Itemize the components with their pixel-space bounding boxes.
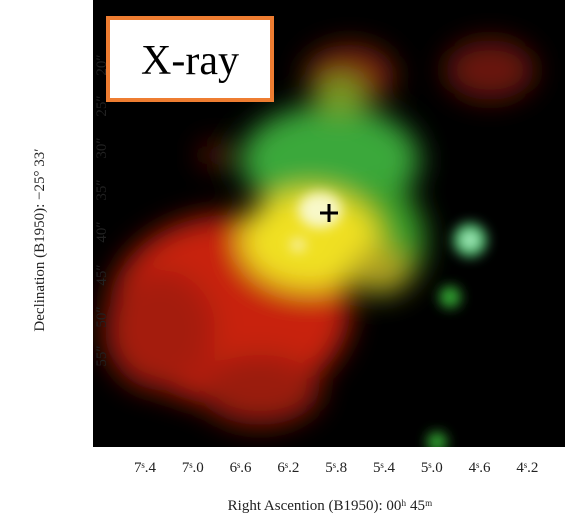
x-tick-label: 6ˢ.2 [277, 460, 299, 476]
x-tick-label: 5ˢ.4 [373, 460, 395, 476]
y-tick-label: 25″ [94, 95, 110, 116]
x-tick-label: 5ˢ.8 [325, 460, 347, 476]
x-tick-label: 6ˢ.6 [230, 460, 252, 476]
x-axis-title: Right Ascention (B1950): 00ʰ 45ᵐ [228, 498, 433, 514]
y-tick-label: 55″ [94, 345, 110, 366]
badge-label: X-ray [141, 38, 239, 84]
figure: X-ray Declination (B1950): −25° 33′ Righ… [0, 0, 565, 520]
x-tick-label: 7ˢ.4 [134, 460, 156, 476]
y-tick-label: 40″ [94, 221, 110, 242]
y-tick-label: 50″ [94, 306, 110, 327]
x-tick-label: 4ˢ.6 [469, 460, 491, 476]
y-tick-label: 45″ [94, 264, 110, 285]
x-tick-label: 4ˢ.2 [516, 460, 538, 476]
y-tick-label: 35″ [94, 179, 110, 200]
x-tick-label: 7ˢ.0 [182, 460, 204, 476]
x-tick-label: 5ˢ.0 [421, 460, 443, 476]
y-tick-label: 20″ [94, 54, 110, 75]
y-tick-label: 30″ [94, 137, 110, 158]
y-axis-title: Declination (B1950): −25° 33′ [32, 148, 48, 331]
